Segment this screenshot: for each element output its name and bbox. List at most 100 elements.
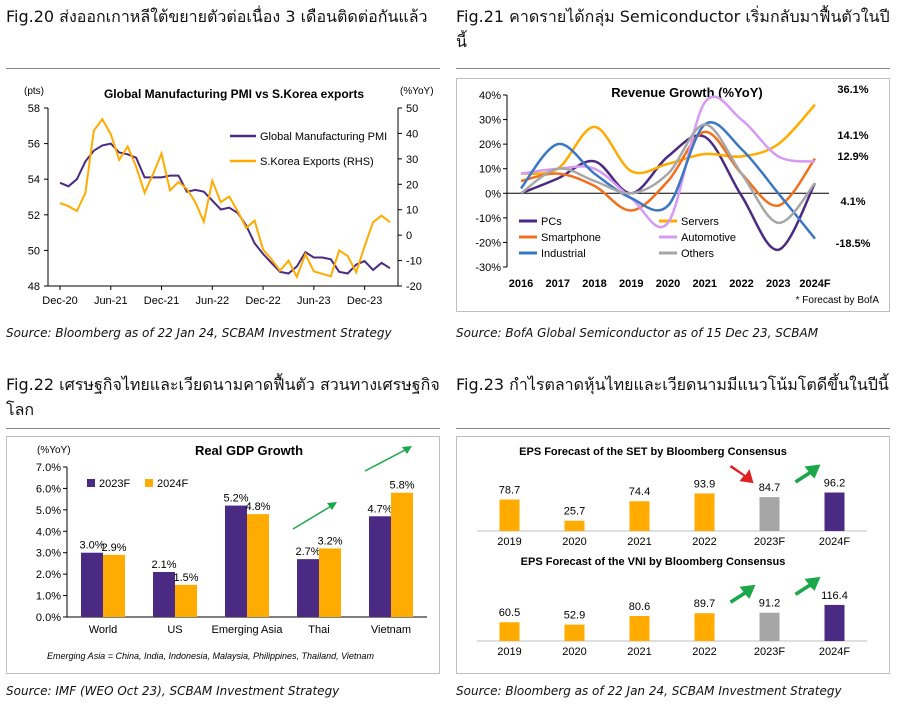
- fig21-ytick-label: -30%: [475, 262, 501, 274]
- fig21-series-line-2: [520, 103, 816, 176]
- fig23-vni-xtick-label: 2022: [692, 646, 716, 658]
- fig20-xtick-label: Jun-22: [195, 295, 229, 307]
- fig20-y2tick-label: 0: [406, 230, 412, 242]
- fig20-y2tick-label: -10: [406, 256, 422, 268]
- fig23-vni-arrow-up-icon: [729, 584, 756, 604]
- fig23-vni-chart-title: EPS Forecast of the VNI by Bloomberg Con…: [521, 556, 786, 568]
- fig22-bar: [103, 554, 125, 617]
- fig20-xtick-label: Dec-20: [42, 295, 77, 307]
- fig20-xtick-label: Jun-23: [297, 295, 331, 307]
- fig23-vni-data-label: 60.5: [499, 607, 520, 619]
- fig23-set-xtick-label: 2024F: [819, 536, 850, 548]
- fig23-set-data-label: 78.7: [499, 485, 520, 497]
- fig22-legend-swatch-1: [87, 479, 95, 487]
- fig22-bar: [175, 584, 197, 617]
- fig20-chart-title: Global Manufacturing PMI vs S.Korea expo…: [104, 87, 364, 101]
- fig21-data-label: 4.1%: [840, 196, 865, 208]
- fig23-set-xtick-label: 2023F: [754, 536, 785, 548]
- fig21-footnote: * Forecast by BofA: [796, 295, 880, 306]
- fig22-legend-swatch-2: [145, 479, 153, 487]
- fig22-trend-arrow-thai: [292, 504, 334, 530]
- fig20-ytick-label: 48: [28, 281, 40, 293]
- fig22-ytick-label: 5.0%: [36, 505, 61, 517]
- fig23-set-arrow-down-icon: [729, 465, 754, 484]
- fig20-y2tick-label: -20: [406, 281, 422, 293]
- fig23-vni-xtick-label: 2020: [562, 646, 586, 658]
- fig23-set-data-label: 96.2: [824, 478, 845, 490]
- fig22-legend-label-2: 2024F: [157, 478, 188, 490]
- fig22-bar: [247, 514, 269, 617]
- fig23-vni-xtick-label: 2021: [627, 646, 651, 658]
- fig21-ytick-label: 40%: [479, 90, 501, 102]
- fig22-xtick-label: Vietnam: [371, 624, 411, 636]
- fig20-ytick-label: 58: [28, 103, 40, 115]
- fig23-set-xtick-label: 2021: [627, 536, 651, 548]
- fig20-xtick-label: Jun-21: [94, 295, 128, 307]
- fig22-data-label: 2.9%: [101, 542, 126, 554]
- fig23-vni-bar: [499, 622, 520, 641]
- fig21-ytick-label: -20%: [475, 237, 501, 249]
- fig21-xtick-label: 2017: [546, 278, 570, 290]
- fig22-chart-title: Real GDP Growth: [195, 443, 303, 458]
- fig20-ytick-label: 56: [28, 139, 40, 151]
- fig23-svg: EPS Forecast of the SET by Bloomberg Con…: [477, 446, 867, 658]
- fig21-xtick-label: 2020: [656, 278, 680, 290]
- fig23-set-bar: [759, 497, 780, 531]
- fig20-y2tick-label: 50: [406, 103, 418, 115]
- fig22-data-label: 4.8%: [245, 501, 270, 513]
- fig21-ytick-label: -10%: [475, 213, 501, 225]
- fig21-ytick-label: 10%: [479, 164, 501, 176]
- fig23-set-data-label: 93.9: [694, 478, 715, 490]
- fig23-vni-bar: [694, 613, 715, 641]
- fig21-xtick-label: 2019: [619, 278, 643, 290]
- fig20-series-line-2: [59, 117, 391, 280]
- fig20-xtick-label: Dec-23: [347, 295, 382, 307]
- fig22-title: Fig.22 เศรษฐกิจไทยและเวียดนามคาดฟื้นตัว …: [6, 375, 440, 419]
- fig22-chart: Real GDP Growth (%YoY) 0.0% 1.0% 2.0% 3.0% 4.0…: [6, 436, 440, 674]
- fig20-divider: [6, 68, 440, 69]
- fig22-data-label: 3.2%: [317, 535, 342, 547]
- fig22-bar: [297, 559, 319, 617]
- fig20-legend-label-1: Global Manufacturing PMI: [260, 131, 387, 143]
- fig23-set-xtick-label: 2019: [497, 536, 521, 548]
- fig21-xtick-label: 2022: [729, 278, 753, 290]
- fig20-ylabel: (pts): [24, 86, 44, 97]
- fig23-set-bar: [694, 493, 715, 531]
- fig23-vni-data-label: 89.7: [694, 598, 715, 610]
- fig20-y2tick-label: 10: [406, 205, 418, 217]
- fig21-series-line-5: [520, 121, 816, 240]
- fig23-set-bar: [499, 499, 520, 531]
- fig22-legend-label-1: 2023F: [99, 478, 130, 490]
- fig22-source: Source: IMF (WEO Oct 23), SCBAM Investme…: [6, 684, 340, 698]
- fig23-vni-bar: [564, 624, 585, 641]
- fig21-ytick-label: 0%: [485, 188, 501, 200]
- fig22-trend-arrow-vietnam: [364, 448, 408, 472]
- fig20-xtick-label: Dec-22: [245, 295, 280, 307]
- fig21-ytick-label: 30%: [479, 115, 501, 127]
- fig21-data-label: -18.5%: [836, 238, 871, 250]
- fig23-vni-bar: [824, 604, 845, 641]
- fig20-ytick-label: 50: [28, 245, 40, 257]
- fig22-data-label: 2.7%: [295, 546, 320, 558]
- fig22-ytick-label: 3.0%: [36, 548, 61, 560]
- fig21-svg: Revenue Growth (%YoY) -30% -20% -10% 0% 10% 20…: [475, 84, 880, 306]
- fig22-data-label: 5.8%: [389, 480, 414, 492]
- fig22-xtick-label: US: [167, 624, 182, 636]
- fig22-ytick-label: 0.0%: [36, 612, 61, 624]
- fig23-set-bar: [824, 492, 845, 531]
- fig22-xtick-label: Emerging Asia: [212, 624, 284, 636]
- fig21-xtick-label: 2023: [766, 278, 790, 290]
- fig23-set-data-label: 84.7: [759, 482, 780, 494]
- fig23-set-xtick-label: 2022: [692, 536, 716, 548]
- fig21-series-line-3: [520, 130, 817, 212]
- fig20-y2tick-label: 20: [406, 179, 418, 191]
- fig22-ytick-label: 2.0%: [36, 569, 61, 581]
- fig23-source: Source: Bloomberg as of 22 Jan 24, SCBAM…: [456, 684, 842, 698]
- fig23-vni-data-label: 116.4: [821, 590, 848, 602]
- fig21-legend-label-3: Smartphone: [541, 232, 601, 244]
- fig22-xtick-label: Thai: [308, 624, 329, 636]
- fig21-data-label: 14.1%: [837, 130, 868, 142]
- fig22-footnote: Emerging Asia = China, India, Indonesia,…: [47, 651, 374, 661]
- fig22-ytick-label: 1.0%: [36, 591, 61, 603]
- fig23-vni-bar: [759, 612, 780, 641]
